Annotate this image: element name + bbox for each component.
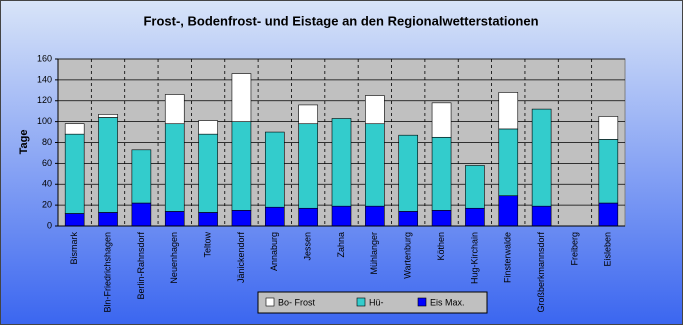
bar-segment — [598, 202, 619, 227]
bar-segment — [64, 123, 85, 135]
x-tick-label: Bln-Friedrichshagen — [102, 232, 112, 313]
y-tick-label: 80 — [42, 137, 52, 147]
bar-segment — [198, 120, 218, 135]
x-tick-label: Finsterwalde — [503, 232, 513, 283]
bar-segment — [431, 210, 452, 227]
legend-swatch — [356, 297, 366, 307]
x-tick-label: Bismark — [69, 232, 79, 265]
x-tick-label: Eisleben — [603, 232, 613, 267]
bar-segment — [231, 121, 252, 211]
bar-segment — [365, 205, 385, 227]
y-tick-label: 100 — [37, 116, 52, 126]
bar-segment — [264, 131, 285, 208]
bar-segment — [164, 123, 185, 212]
x-tick-label: Teltow — [202, 232, 212, 258]
y-tick-label: 40 — [42, 179, 52, 189]
bar-segment — [98, 114, 118, 118]
y-tick-label: 120 — [37, 95, 52, 105]
bar-segment — [331, 205, 352, 227]
legend-label: Bo- Frost — [278, 297, 316, 307]
y-tick-label: 60 — [42, 158, 52, 168]
bar-segment — [465, 207, 485, 227]
bar-segment — [331, 118, 352, 207]
y-tick-label: 0 — [47, 220, 52, 230]
legend-swatch — [417, 297, 427, 307]
bar-segment — [264, 206, 285, 227]
x-tick-label: Annaburg — [269, 232, 279, 271]
x-tick-label: Köthen — [436, 232, 446, 261]
bar-segment — [98, 212, 118, 227]
legend-swatch — [265, 297, 275, 307]
bar-segment — [198, 212, 218, 227]
bar-segment — [431, 102, 452, 138]
bar-segment — [298, 123, 318, 209]
x-tick-label: Großberkmannsdorf — [536, 232, 546, 313]
bar-segment — [231, 210, 252, 227]
bar-segment — [298, 207, 318, 227]
x-tick-label: Jessen — [303, 232, 313, 261]
bar-segment — [498, 128, 519, 197]
x-tick-label: Jänickendorf — [236, 232, 246, 284]
bar-segment — [365, 123, 385, 207]
bar-segment — [398, 211, 419, 227]
bar-segment — [531, 205, 552, 227]
bar-segment — [64, 213, 85, 227]
bar-segment — [164, 211, 185, 227]
bar-segment — [365, 95, 385, 125]
y-axis-title: Tage — [18, 130, 30, 155]
x-tick-label: Mühlanger — [369, 232, 379, 275]
bar-segment — [131, 149, 152, 204]
chart-title: Frost-, Bodenfrost- und Eistage an den R… — [143, 13, 538, 28]
bar-segment — [298, 104, 318, 125]
bar-segment — [231, 73, 252, 122]
bar-segment — [98, 117, 118, 213]
bar-segment — [64, 133, 85, 214]
legend-label: Eis Max. — [430, 297, 465, 307]
bar-segment — [498, 92, 519, 130]
x-tick-label: Wartenburg — [403, 232, 413, 279]
bar-segment — [465, 165, 485, 209]
x-tick-label: Berlin-Rahnsdorf — [136, 232, 146, 300]
bar-segment — [498, 195, 519, 227]
bar-segment — [598, 116, 619, 140]
bar-segment — [431, 136, 452, 211]
legend-label: Hü- — [369, 297, 384, 307]
y-tick-label: 140 — [37, 74, 52, 84]
x-tick-label: Neuenhagen — [169, 232, 179, 284]
bar-segment — [131, 202, 152, 227]
bar-segment — [398, 134, 419, 212]
bar-segment — [198, 133, 218, 213]
y-tick-label: 160 — [37, 53, 52, 63]
legend — [257, 291, 488, 314]
bar-segment — [164, 94, 185, 125]
y-tick-label: 20 — [42, 200, 52, 210]
bar-segment — [531, 108, 552, 207]
x-tick-label: Hug-Kirchain — [469, 232, 479, 284]
bar-segment — [598, 139, 619, 204]
x-tick-label: Zahna — [336, 232, 346, 258]
x-tick-label: Freiberg — [569, 232, 579, 266]
